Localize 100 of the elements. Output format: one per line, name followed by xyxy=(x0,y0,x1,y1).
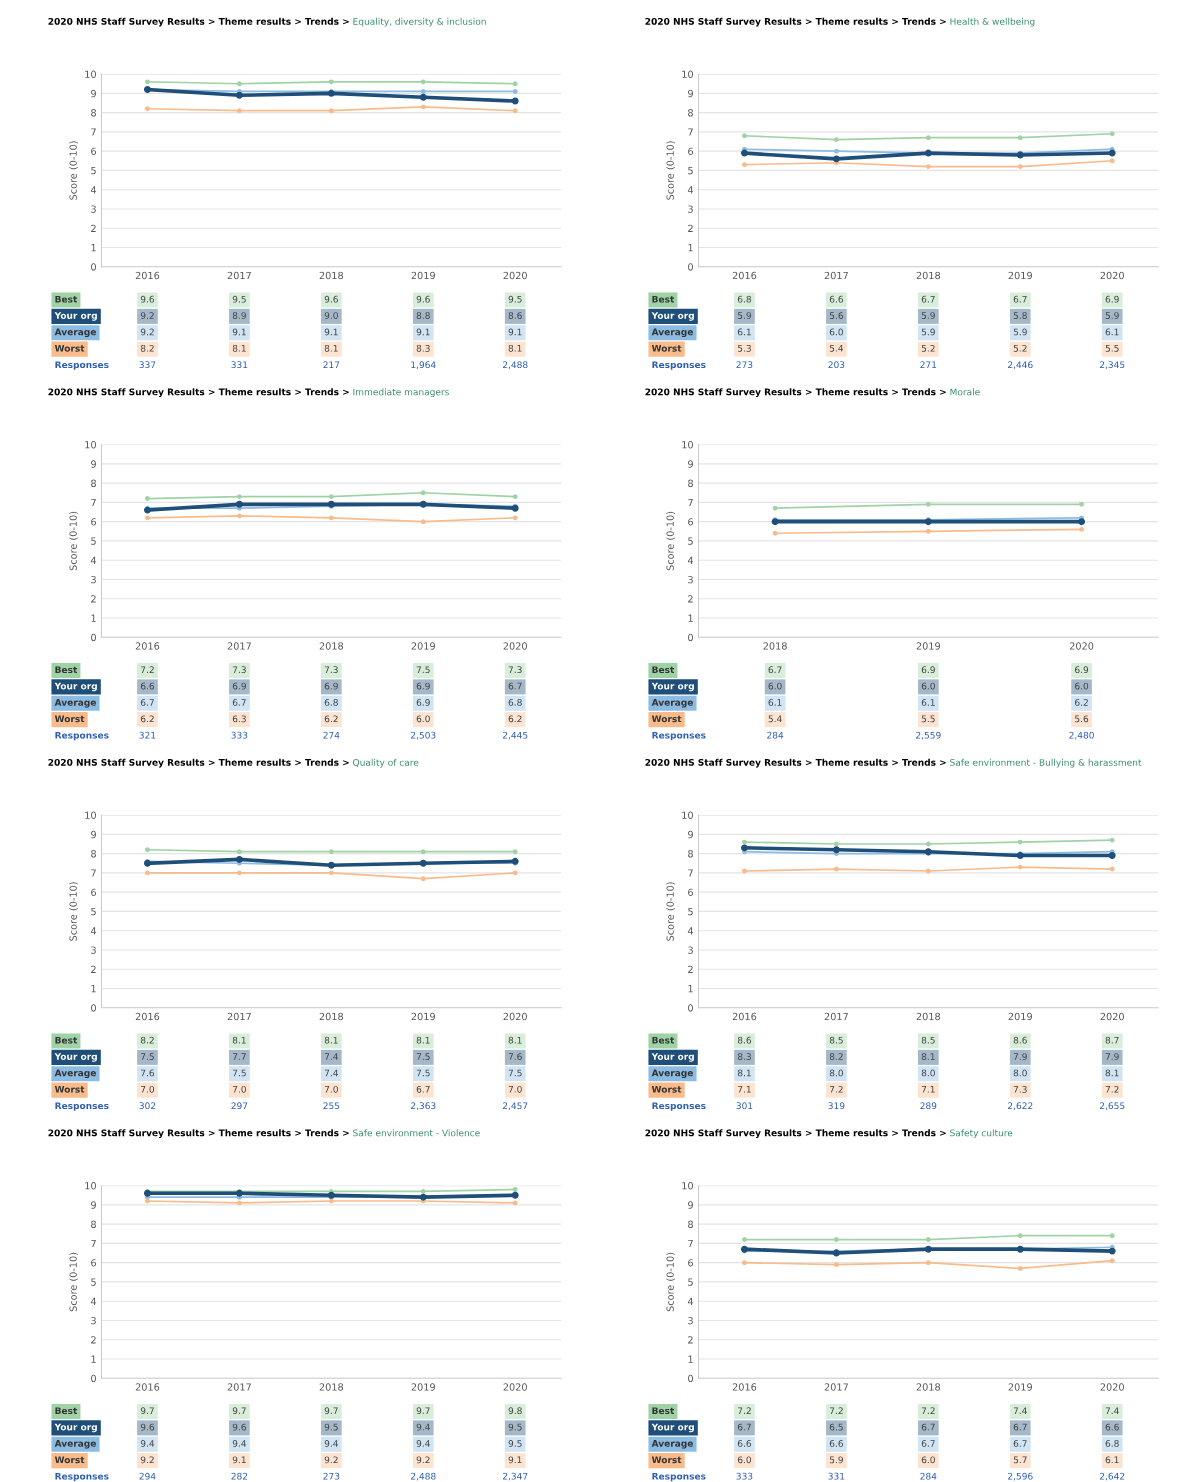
data-label: 8.3 xyxy=(737,1053,751,1060)
text: Best xyxy=(55,1036,78,1044)
text: Average xyxy=(54,1069,96,1079)
y-tick-label: 7 xyxy=(688,1240,693,1248)
text: 302 xyxy=(139,1102,156,1110)
y-tick-label: 0 xyxy=(688,633,693,642)
x-tick-label: 2020 xyxy=(1100,271,1124,280)
data-label: 9.6 xyxy=(416,295,430,303)
y-tick-label: 5 xyxy=(688,537,693,545)
text: 294 xyxy=(139,1472,156,1480)
y-axis-title: Score (0-10) xyxy=(666,882,675,941)
data-label: 6.5 xyxy=(829,1423,843,1431)
data-label: 7.4 xyxy=(324,1053,339,1060)
text: Best xyxy=(652,1407,675,1415)
y-tick-label: 1 xyxy=(688,985,693,993)
data-label: 6.9 xyxy=(1105,295,1119,303)
data-label: 7.0 xyxy=(508,1085,522,1093)
y-tick-label: 8 xyxy=(91,1220,96,1228)
y-axis-title: Score (0-10) xyxy=(69,1252,78,1312)
y-tick-label: 0 xyxy=(91,633,96,642)
data-label: 7.4 xyxy=(1013,1407,1027,1414)
data-label: 6.6 xyxy=(737,1440,752,1447)
text: Your org xyxy=(54,312,97,321)
data-label: 8.0 xyxy=(1013,1069,1027,1077)
data-label: 5.9 xyxy=(1013,328,1027,336)
x-tick-label: 2018 xyxy=(319,1383,344,1391)
data-label: 5.9 xyxy=(921,312,935,319)
data-label: 6.7 xyxy=(921,1440,935,1447)
x-tick-label: 2019 xyxy=(411,642,435,650)
y-tick-label: 4 xyxy=(90,186,97,194)
data-label: 9.7 xyxy=(232,1407,246,1415)
data-label: 5.8 xyxy=(1013,312,1027,319)
x-tick-label: 2019 xyxy=(1008,1012,1032,1021)
data-label: 7.2 xyxy=(141,666,154,673)
data-label: 9.8 xyxy=(508,1407,522,1415)
text: Responses xyxy=(652,361,706,370)
data-label: 6.2 xyxy=(508,715,522,723)
data-label: 6.7 xyxy=(140,699,154,706)
chart-title: 2020 NHS Staff Survey Results > Theme results > Trends > xyxy=(645,758,946,768)
x-tick-label: 2019 xyxy=(411,271,435,280)
data-label: 9.1 xyxy=(508,1456,522,1464)
text: Worst xyxy=(651,345,682,352)
data-label: 8.1 xyxy=(921,1053,935,1060)
chart-title: 2020 NHS Staff Survey Results > Theme results > Trends > xyxy=(645,17,946,27)
y-tick-label: 2 xyxy=(688,965,693,973)
data-label: 7.2 xyxy=(829,1085,843,1093)
data-label: 5.2 xyxy=(1013,344,1027,352)
text: 284 xyxy=(920,1472,937,1480)
data-label: 7.4 xyxy=(324,1069,339,1077)
y-tick-label: 6 xyxy=(91,888,97,896)
text: Your org xyxy=(651,1423,694,1433)
data-label: 7.6 xyxy=(508,1053,522,1060)
data-label: 7.5 xyxy=(141,1053,154,1060)
y-axis-title: Score (0-10) xyxy=(69,511,78,571)
y-tick-label: 4 xyxy=(687,927,694,935)
data-label: 9.2 xyxy=(416,1456,430,1464)
y-tick-label: 5 xyxy=(688,908,693,916)
data-label: 6.7 xyxy=(921,1423,935,1431)
chart-subtitle: Safe environment - Bullying & harassment xyxy=(950,758,1142,768)
text: 331 xyxy=(231,361,248,369)
x-tick-label: 2017 xyxy=(824,1383,848,1391)
data-label: 7.9 xyxy=(1105,1053,1119,1060)
y-tick-label: 0 xyxy=(688,1004,693,1012)
data-label: 8.8 xyxy=(416,312,430,319)
text: Responses xyxy=(652,731,706,741)
data-label: 6.7 xyxy=(508,682,522,690)
data-label: 9.4 xyxy=(416,1423,430,1431)
data-label: 7.0 xyxy=(232,1085,246,1093)
chart-title: 2020 NHS Staff Survey Results > Theme results > Trends > xyxy=(48,1129,349,1139)
data-label: 9.1 xyxy=(508,328,522,336)
data-label: 7.7 xyxy=(232,1053,246,1060)
text: Worst xyxy=(54,1456,85,1464)
data-label: 5.3 xyxy=(737,344,751,352)
y-tick-label: 5 xyxy=(91,537,96,545)
y-tick-label: 0 xyxy=(91,1004,96,1012)
data-label: 7.1 xyxy=(921,1086,935,1093)
y-tick-label: 4 xyxy=(90,556,97,564)
x-tick-label: 2018 xyxy=(319,1012,344,1021)
y-tick-label: 9 xyxy=(91,1201,96,1209)
x-tick-label: 2016 xyxy=(135,271,160,280)
data-label: 6.0 xyxy=(921,1456,935,1464)
text: Your org xyxy=(651,682,694,692)
text: Average xyxy=(651,328,693,338)
y-tick-label: 3 xyxy=(688,946,693,954)
text: 2,446 xyxy=(1008,361,1033,370)
y-tick-label: 0 xyxy=(91,1374,96,1383)
y-axis-title: Score (0-10) xyxy=(666,1252,675,1312)
data-label: 8.1 xyxy=(324,1036,338,1044)
text: Average xyxy=(651,1069,693,1079)
data-label: 6.0 xyxy=(737,1456,752,1464)
data-label: 6.0 xyxy=(768,682,782,690)
data-label: 6.7 xyxy=(1013,295,1027,303)
data-label: 6.9 xyxy=(921,666,935,674)
data-label: 8.1 xyxy=(508,1036,522,1044)
text: Worst xyxy=(651,1456,682,1464)
y-tick-label: 2 xyxy=(91,595,96,603)
data-label: 8.6 xyxy=(508,312,522,319)
x-tick-label: 2018 xyxy=(319,271,344,280)
data-label: 8.2 xyxy=(140,1036,154,1044)
y-tick-label: 2 xyxy=(91,224,96,232)
